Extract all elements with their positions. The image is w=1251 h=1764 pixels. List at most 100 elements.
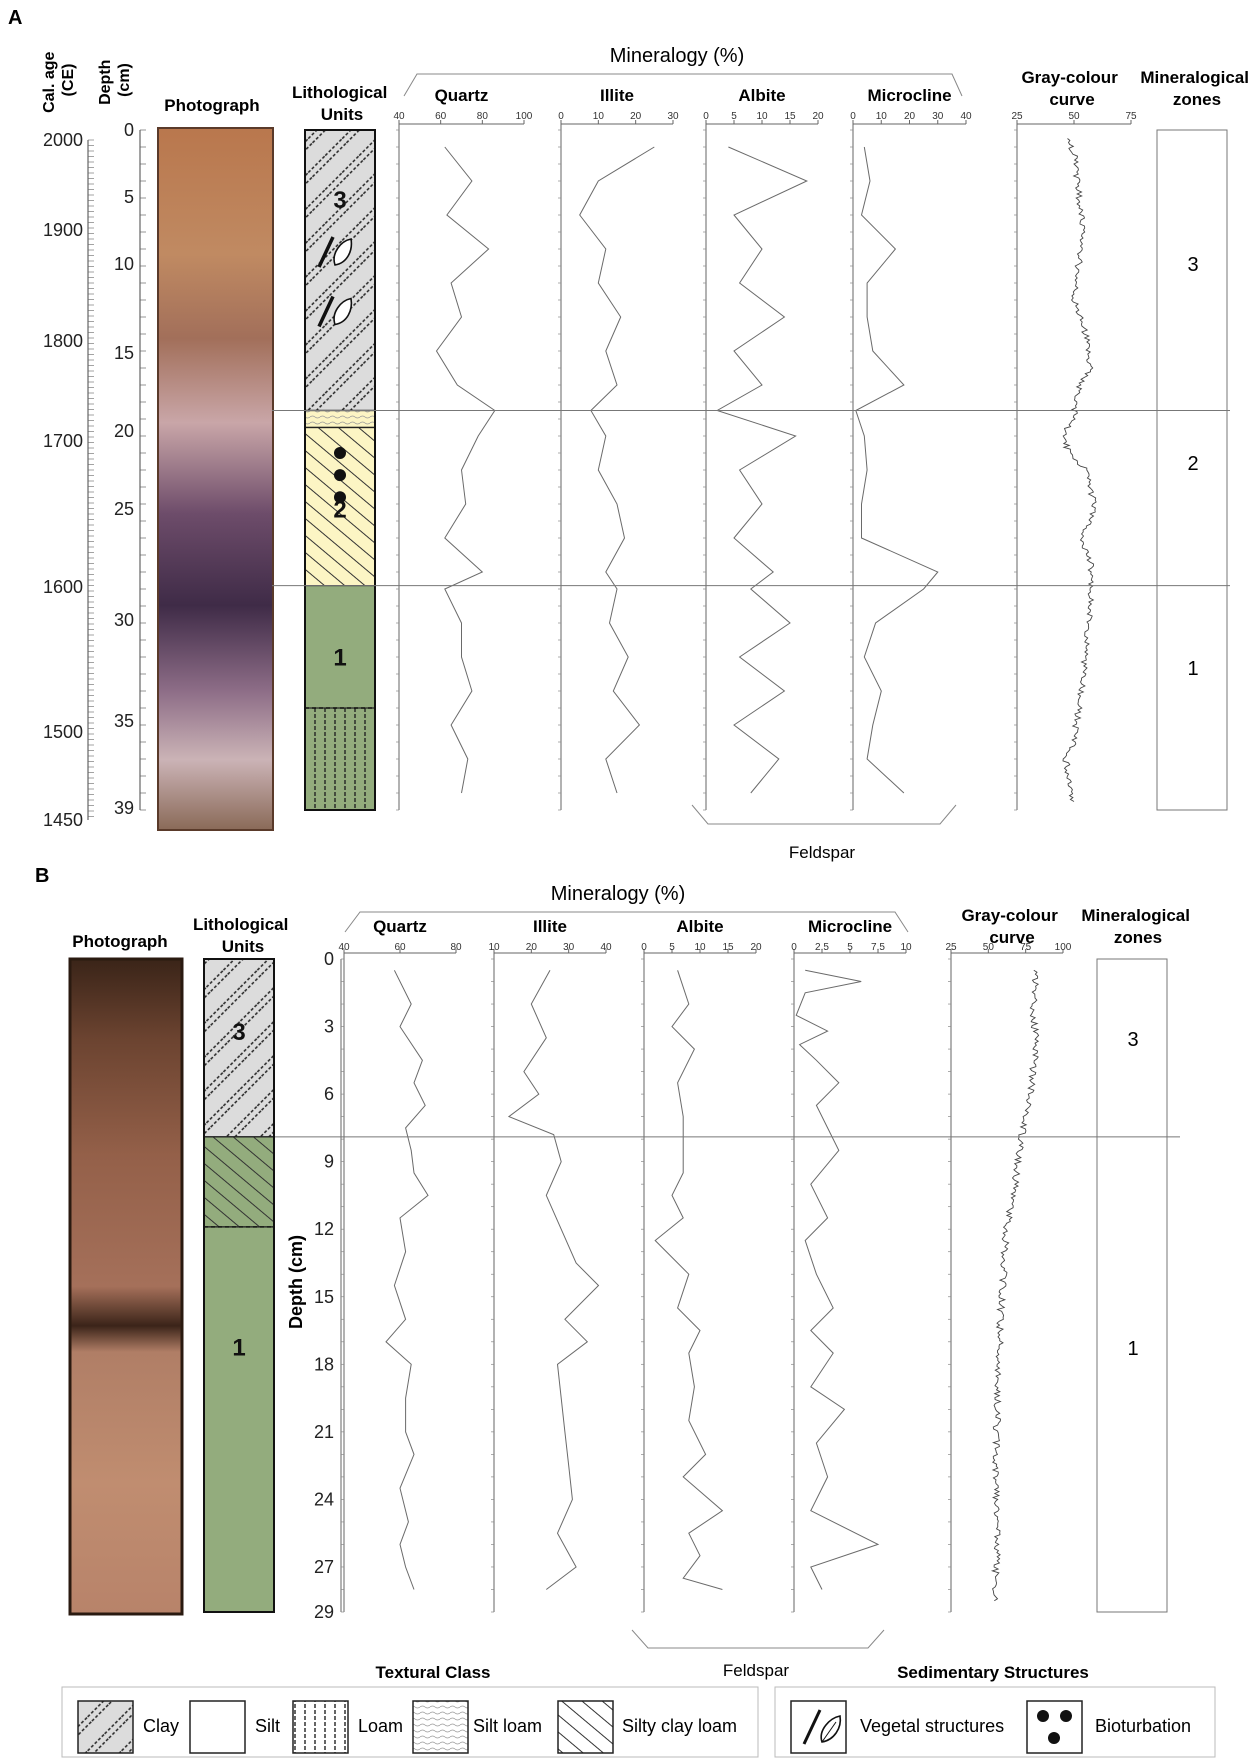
panel-b-value-tick-label: 100 (1055, 942, 1072, 953)
panel-b: B Mineralogy (%) Feldspar Photograph Lit… (35, 865, 1194, 1680)
depth-b-tick-3: 3 (324, 1017, 334, 1037)
age-header-line1: Cal. age (41, 51, 58, 112)
panel-a-series-microcline (855, 146, 939, 794)
bioturbation-icon (1037, 1710, 1072, 1744)
panel-a-series-quartz (435, 146, 496, 794)
age-tick-1450: 1450 (43, 810, 83, 830)
panel-b-gray-line1: Gray-colour (961, 906, 1058, 925)
panel-a-mineralogy-bracket (403, 73, 963, 97)
panel-b-zones-line1: Mineralogical (1081, 906, 1190, 925)
panel-b-feldspar-bracket (631, 1629, 885, 1649)
sedimentary-structures-title: Sedimentary Structures (897, 1663, 1089, 1682)
panel-a-photo-header: Photograph (164, 96, 259, 115)
depth-b-tick-27: 27 (314, 1557, 334, 1577)
panel-a-value-tick-label: 60 (435, 111, 447, 122)
age-header: Cal. age (CE) (41, 47, 77, 113)
depth-a-tick-20: 20 (114, 421, 134, 441)
legend-silt-loam-label: Silt loam (473, 1716, 542, 1736)
panel-b-zone-1: 1 (1127, 1338, 1138, 1360)
panel-b-value-tick-label: 40 (338, 942, 350, 953)
legend-bioturbation-swatch (1026, 1700, 1083, 1754)
panel-b-series-illite (507, 970, 600, 1590)
panel-b-core-photograph (68, 957, 184, 1616)
panel-b-header-1: Illite (533, 917, 567, 936)
panel-b-zone-3: 3 (1127, 1029, 1138, 1051)
panel-a-value-tick-label: 0 (558, 111, 564, 122)
panel-b-feldspar-label: Feldspar (723, 1661, 789, 1680)
panel-a-core-photograph (157, 127, 274, 831)
age-tick-1700: 1700 (43, 431, 83, 451)
legend-silt-loam-swatch (412, 1700, 469, 1754)
panel-b-mineral-columns: Quartz 40 60 80 Illite 10 20 30 40 Albite 0 5 10 15 20… (338, 917, 1072, 1613)
panel-b-value-tick-label: 80 (450, 942, 462, 953)
litho-header-line2: Units (321, 105, 364, 124)
depth-a-tick-5: 5 (124, 187, 134, 207)
panel-b-label: B (35, 865, 49, 887)
depth-header-line1: Depth (97, 60, 114, 105)
gray-header-line2: curve (1049, 90, 1094, 109)
depth-b-tick-12: 12 (314, 1219, 334, 1239)
panel-a-column-microcline: Microcline 0 10 20 30 40 (850, 86, 972, 811)
depth-a-tick-25: 25 (114, 499, 134, 519)
panel-b-value-tick-label: 50 (983, 942, 995, 953)
panel-a-value-tick-label: 5 (731, 111, 737, 122)
panel-a-zone-2: 2 (1187, 453, 1198, 475)
legend-vegetal-swatch (790, 1700, 847, 1754)
litho-b-unit-label-3: 3 (232, 1019, 245, 1046)
panel-a-series-gray-colour-curve (1062, 138, 1097, 802)
panel-b-zones-header: Mineralogical zones (1081, 906, 1194, 947)
panel-a-value-tick-label: 10 (756, 111, 768, 122)
depth-a-tick-0: 0 (124, 120, 134, 140)
panel-b-header-2: Albite (676, 917, 723, 936)
panel-a-gray-header: Gray-colour curve (1021, 68, 1122, 109)
age-tick-1900: 1900 (43, 220, 83, 240)
panel-a-value-tick-label: 50 (1068, 111, 1080, 122)
panel-a-column-illite: Illite 0 10 20 30 (558, 86, 679, 811)
panel-b-value-tick-label: 60 (394, 942, 406, 953)
depth-b-tick-9: 9 (324, 1152, 334, 1172)
legend-loam-swatch (292, 1700, 349, 1754)
panel-b-value-tick-label: 75 (1020, 942, 1032, 953)
panel-b-photo-header: Photograph (72, 932, 167, 951)
panel-b-header-0: Quartz (373, 917, 427, 936)
panel-a-header-0: Quartz (435, 86, 489, 105)
panel-a-mineralogy-title: Mineralogy (%) (610, 45, 744, 67)
panel-a-zones-header: Mineralogical zones (1140, 68, 1251, 109)
textural-legend-box (61, 1686, 759, 1758)
panel-a-value-tick-label: 15 (784, 111, 796, 122)
litho-b-sub-layer-texture (203, 1136, 275, 1228)
panel-a-value-tick-label: 80 (477, 111, 489, 122)
legend-silt-label: Silt (255, 1716, 280, 1736)
legend-clay-swatch (77, 1700, 134, 1754)
panel-a-value-tick-label: 25 (1011, 111, 1023, 122)
panel-a-value-tick-label: 20 (904, 111, 916, 122)
litho-a-outline (304, 129, 376, 811)
panel-a-value-tick-label: 30 (932, 111, 944, 122)
panel-b-zones-line2: zones (1114, 928, 1162, 947)
age-tick-1800: 1800 (43, 331, 83, 351)
panel-b-series-albite (654, 970, 724, 1590)
panel-b-series-microcline (795, 969, 880, 1590)
panel-b-header-3: Microcline (808, 917, 892, 936)
bioturbation-dot (334, 469, 346, 482)
litho-a-unit-3 (304, 129, 376, 412)
depth-header: Depth (cm) (97, 55, 133, 105)
legend-silt-swatch (189, 1700, 246, 1754)
legend-silty-clay-loam-swatch (557, 1700, 614, 1754)
panel-a-value-tick-label: 30 (667, 111, 679, 122)
panel-a-value-tick-label: 0 (703, 111, 709, 122)
panel-b-column-microcline: Microcline 0 2.5 5 7.5 10 (791, 917, 912, 1613)
panel-b-zones-box: 3 1 (1096, 958, 1168, 1613)
textural-class-title: Textural Class (376, 1663, 491, 1682)
panel-a-feldspar-bracket (691, 804, 957, 825)
litho-a-thin-layer-texture (304, 409, 376, 429)
panel-a-value-tick-label: 20 (630, 111, 642, 122)
panel-b-value-tick-label: 40 (600, 942, 612, 953)
depth-a-tick-39: 39 (114, 798, 134, 818)
panel-a-column-gray-colour-curve: 25 50 75 (1011, 111, 1137, 811)
legend-silty-clay-loam-label: Silty clay loam (622, 1716, 737, 1736)
age-tick-1600: 1600 (43, 577, 83, 597)
panel-a-lithology-column: 3 2 1 (304, 129, 376, 811)
panel-a-value-tick-label: 0 (850, 111, 856, 122)
age-tick-2000: 2000 (43, 130, 83, 150)
